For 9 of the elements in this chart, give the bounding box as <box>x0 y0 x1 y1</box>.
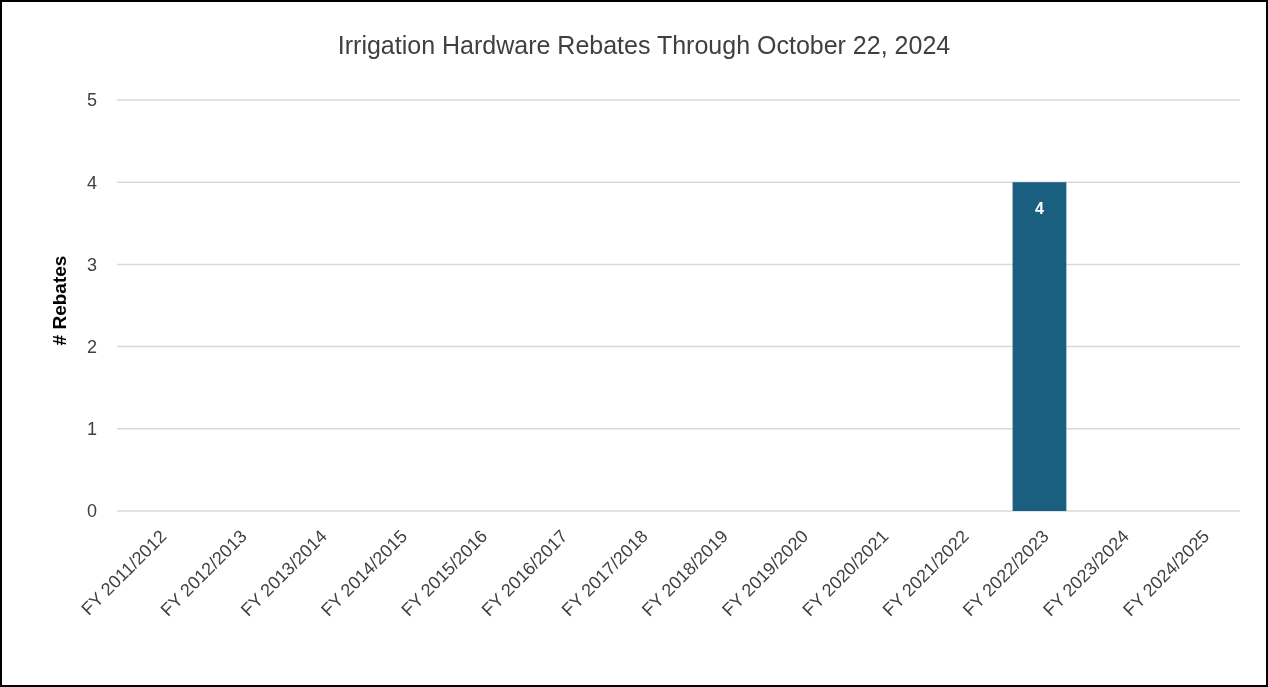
chart-title: Irrigation Hardware Rebates Through October 22, 2024 <box>337 31 951 59</box>
data-label: 4 <box>1035 200 1045 218</box>
y-tick-label: 1 <box>86 419 98 440</box>
y-tick-label: 2 <box>86 336 98 357</box>
y-tick-label: 4 <box>86 172 98 193</box>
y-tick-label: 5 <box>86 90 98 111</box>
y-tick-label: 3 <box>86 254 98 275</box>
y-axis-title: # Rebates <box>49 255 70 346</box>
y-tick-label: 0 <box>86 501 98 522</box>
